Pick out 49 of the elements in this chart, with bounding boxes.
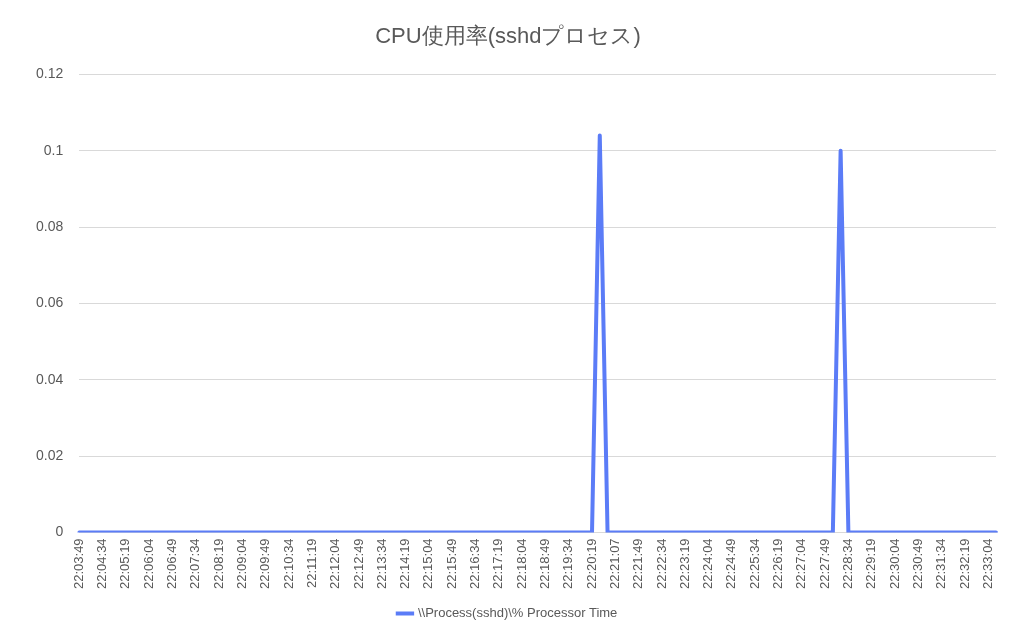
y-tick-label: 0.06 [36, 294, 64, 311]
x-tick-label: 22:17:19 [490, 538, 506, 590]
x-tick-label: 22:10:34 [280, 538, 296, 590]
x-tick-label: 22:21:07 [606, 538, 622, 590]
x-tick-label: 22:15:04 [420, 538, 436, 590]
x-tick-label: 22:16:34 [467, 538, 483, 590]
y-tick-label: 0.12 [36, 65, 64, 82]
x-tick-label: 22:20:19 [583, 538, 599, 590]
x-tick-label: 22:18:49 [536, 538, 552, 590]
x-tick-label: 22:11:19 [303, 538, 319, 589]
x-tick-label: 22:06:04 [140, 538, 156, 590]
x-tick-label: 22:27:04 [793, 538, 809, 590]
y-tick-label: 0.04 [36, 370, 64, 387]
x-tick-label: 22:24:04 [700, 538, 716, 590]
x-tick-label: 22:06:49 [164, 538, 180, 590]
x-tick-label: 22:12:04 [327, 538, 343, 590]
x-tick-label: 22:30:49 [909, 538, 925, 590]
x-tick-label: 22:09:04 [233, 538, 249, 590]
x-tick-label: 22:33:04 [979, 538, 995, 590]
x-tick-label: 22:22:34 [653, 538, 669, 590]
y-tick-label: 0.1 [43, 141, 64, 158]
x-tick-label: 22:08:19 [210, 538, 226, 590]
x-tick-label: 22:19:34 [560, 538, 576, 590]
y-tick-label: 0.08 [36, 217, 64, 234]
x-tick-label: 22:23:19 [676, 538, 692, 590]
x-tick-label: 22:03:49 [70, 538, 86, 590]
x-tick-label: 22:04:34 [94, 538, 110, 590]
x-tick-label: 22:14:19 [397, 538, 413, 590]
x-tick-label: 22:27:49 [816, 538, 832, 590]
x-tick-label: 22:31:34 [933, 538, 949, 590]
x-tick-label: 22:29:19 [863, 538, 879, 590]
x-tick-label: 22:28:34 [839, 538, 855, 590]
x-tick-label: 22:21:49 [630, 538, 646, 590]
x-tick-label: 22:30:04 [886, 538, 902, 590]
y-tick-label: 0.02 [36, 446, 64, 463]
x-tick-label: 22:25:34 [746, 538, 762, 590]
x-tick-label: 22:26:19 [770, 538, 786, 590]
y-tick-label: 0 [55, 523, 64, 540]
x-tick-label: 22:12:49 [350, 538, 366, 590]
legend-label: \\Process(sshd)\% Processor Time [417, 605, 618, 621]
x-tick-label: 22:32:19 [956, 538, 972, 590]
x-tick-label: 22:05:19 [117, 538, 133, 590]
chart-title: CPU使用率(sshdプロセス) [375, 23, 641, 49]
x-tick-label: 22:09:49 [257, 538, 273, 590]
x-tick-label: 22:15:49 [443, 538, 459, 590]
x-tick-label: 22:13:34 [373, 538, 389, 590]
x-tick-label: 22:18:04 [513, 538, 529, 590]
x-tick-label: 22:24:49 [723, 538, 739, 590]
x-tick-label: 22:07:34 [187, 538, 203, 590]
